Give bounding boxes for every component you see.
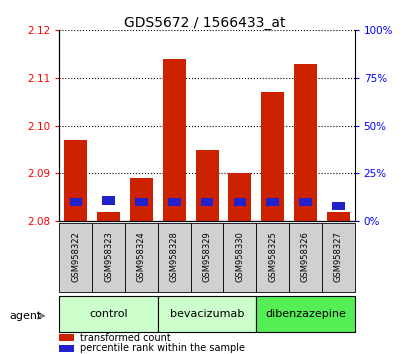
Bar — [92, 223, 125, 292]
Bar — [256, 223, 288, 292]
Text: GSM958330: GSM958330 — [235, 231, 244, 281]
Bar — [64, 140, 87, 221]
Bar — [200, 198, 213, 206]
Bar — [195, 149, 218, 221]
Bar — [299, 198, 311, 206]
Bar — [288, 223, 321, 292]
Bar — [233, 198, 245, 206]
Bar — [256, 296, 354, 332]
Text: GSM958325: GSM958325 — [267, 231, 276, 281]
Text: GSM958322: GSM958322 — [71, 231, 80, 281]
Bar — [125, 223, 157, 292]
Text: percentile rank within the sample: percentile rank within the sample — [80, 343, 245, 353]
Bar — [97, 212, 120, 221]
Bar — [59, 223, 92, 292]
Bar — [293, 64, 316, 221]
Bar — [266, 198, 278, 206]
Bar — [130, 178, 153, 221]
Bar — [223, 223, 256, 292]
Bar — [261, 92, 283, 221]
Text: GSM958323: GSM958323 — [104, 231, 113, 281]
Bar — [102, 196, 115, 205]
Text: GSM958327: GSM958327 — [333, 231, 342, 281]
Text: GSM958329: GSM958329 — [202, 231, 211, 281]
Bar — [135, 198, 147, 206]
Bar — [162, 59, 185, 221]
Text: transformed count: transformed count — [80, 333, 171, 343]
Bar — [59, 335, 74, 341]
Text: GSM958326: GSM958326 — [300, 231, 309, 281]
Bar — [168, 198, 180, 206]
Bar — [59, 345, 74, 352]
Text: control: control — [89, 309, 128, 319]
Bar — [157, 223, 190, 292]
Bar — [326, 212, 349, 221]
Text: GSM958328: GSM958328 — [169, 231, 178, 281]
Text: bevacizumab: bevacizumab — [169, 309, 244, 319]
Bar — [228, 173, 251, 221]
Text: dibenzazepine: dibenzazepine — [264, 309, 345, 319]
Bar — [157, 296, 256, 332]
Bar — [321, 223, 354, 292]
Text: agent: agent — [9, 311, 41, 321]
Bar — [190, 223, 223, 292]
Text: GSM958324: GSM958324 — [137, 231, 146, 281]
Text: GDS5672 / 1566433_at: GDS5672 / 1566433_at — [124, 16, 285, 30]
Bar — [331, 202, 344, 210]
Bar — [59, 296, 157, 332]
Bar — [70, 198, 82, 206]
